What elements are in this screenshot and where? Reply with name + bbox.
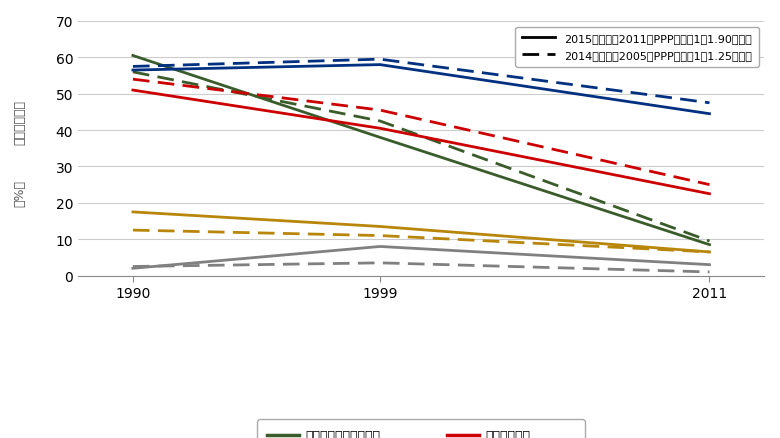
Text: 地域別貧困率: 地域別貧困率	[13, 100, 26, 145]
Legend: 東アジア・太平洋地域, ヨーロッパ・中央アジア地域, ラテンアメリカ・カリブ海地域, 南アジア地域, サブサハラ・アフリカ地域,  : 東アジア・太平洋地域, ヨーロッパ・中央アジア地域, ラテンアメリカ・カリブ海地…	[257, 420, 585, 438]
Text: （%）: （%）	[13, 179, 26, 206]
